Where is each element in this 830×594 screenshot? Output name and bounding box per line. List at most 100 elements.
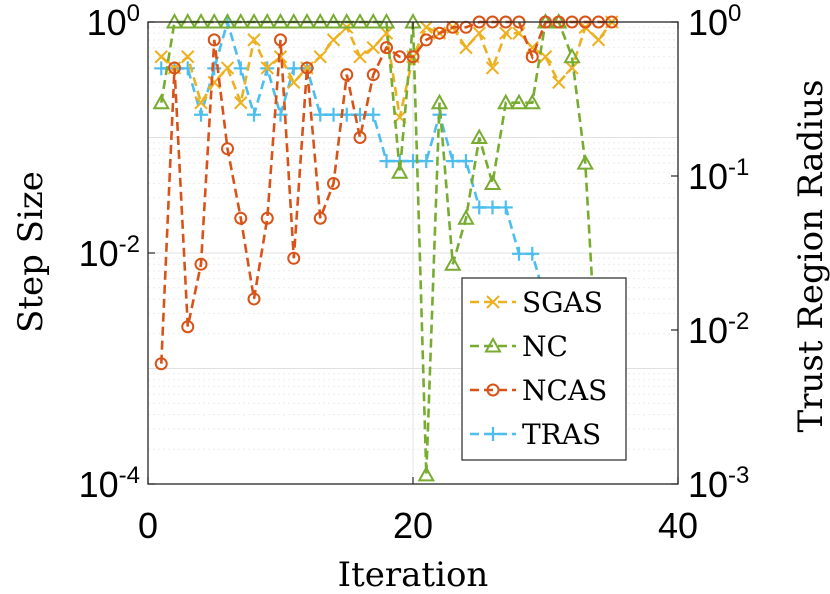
data-point-nc [563,47,581,64]
data-point-tras [459,154,473,169]
data-point-nc [497,93,515,110]
data-point-ncas [194,257,208,271]
data-point-nc [258,12,276,29]
data-point-nc [218,12,237,29]
data-point-sgas [472,26,486,40]
y-left-tick-label: 10-4 [79,462,140,505]
data-point-tras [419,154,434,169]
legend-label-tras: TRAS [522,418,601,451]
data-point-nc [298,12,316,29]
data-point-ncas [181,320,195,334]
tick-layer [147,21,679,485]
data-point-ncas [406,50,420,64]
data-point-tras [525,246,540,261]
data-point-tras [485,200,500,215]
data-point-sgas [260,61,274,75]
data-point-sgas [181,50,195,64]
data-point-nc [391,163,409,179]
y-axis-left-title: Step Size [11,171,51,333]
data-point-sgas [326,33,341,47]
y-right-tick-label: 10-2 [688,308,749,351]
legend-box [461,277,627,461]
data-point-ncas [393,50,407,64]
data-point-nc [179,12,197,29]
y-right-tick-label: 100 [688,0,741,43]
data-point-ncas [353,131,367,144]
data-point-nc [483,174,502,190]
data-point-sgas [234,96,248,110]
data-point-tras [233,61,248,76]
data-point-nc [510,93,528,110]
data-point-sgas [154,50,168,64]
data-point-sgas [552,75,566,90]
y-right-tick-label: 10-3 [688,462,749,505]
data-point-tras [512,246,526,261]
data-point-ncas [154,357,168,371]
legend-label-ncas: NCAS [522,374,607,407]
data-point-nc [205,12,223,29]
x-tick-label: 0 [138,505,158,546]
data-point-nc [430,93,449,110]
data-point-nc [232,12,250,29]
data-point-nc [377,12,396,29]
data-point-tras [207,61,222,76]
y-left-tick-label: 100 [87,0,140,43]
data-point-nc [470,128,488,144]
legend-marker-tras [486,427,500,441]
data-point-ncas [419,33,433,47]
data-point-ncas [327,176,340,190]
data-point-ncas [525,50,539,64]
data-point-tras [472,200,487,215]
data-point-ncas [168,61,181,75]
data-point-ncas [274,33,287,47]
data-point-sgas [419,20,433,34]
data-point-tras [379,154,394,169]
data-point-nc [311,12,329,29]
x-tick-label: 20 [393,505,433,546]
data-point-sgas [366,40,380,55]
data-point-ncas [247,292,261,306]
data-point-ncas [234,211,248,225]
data-point-sgas [247,33,261,47]
data-point-tras [313,107,328,122]
data-point-ncas [340,68,354,82]
data-point-nc [271,12,290,29]
data-point-sgas [353,50,367,64]
data-point-tras [445,154,460,169]
data-point-sgas [313,50,327,64]
data-point-nc [417,465,435,482]
data-point-nc [285,12,303,29]
legend-label-sgas: SGAS [522,286,603,319]
data-point-sgas [485,61,500,75]
x-tick-label: 40 [658,505,698,546]
legend-marker-nc [484,336,502,353]
data-point-ncas [300,61,314,75]
tick-label-layer: 0 20 40 100 10-2 10-4 100 10-1 10-2 10-3 [79,0,750,546]
data-point-nc [351,12,369,29]
data-point-ncas [260,211,274,225]
data-point-sgas [287,75,301,90]
data-point-nc [165,12,184,29]
data-point-nc [152,93,170,110]
data-point-ncas [207,33,221,47]
data-point-sgas [565,61,579,75]
data-point-sgas [220,61,235,75]
data-point-ncas [313,211,327,225]
data-point-nc [245,12,263,29]
data-point-tras [366,107,381,122]
legend-label-nc: NC [522,330,568,363]
data-point-nc [192,12,210,29]
data-point-sgas [194,96,208,110]
data-point-nc [576,154,594,170]
legend-marker-sgas [486,295,500,309]
data-point-sgas [591,33,606,47]
data-point-nc [338,12,356,29]
data-point-tras [194,107,208,122]
data-point-ncas [287,251,301,265]
data-point-nc [364,12,382,29]
data-point-ncas [221,142,234,156]
data-point-sgas [459,40,473,55]
series-line-ncas [160,20,612,364]
x-axis-title: Iteration [338,555,489,594]
